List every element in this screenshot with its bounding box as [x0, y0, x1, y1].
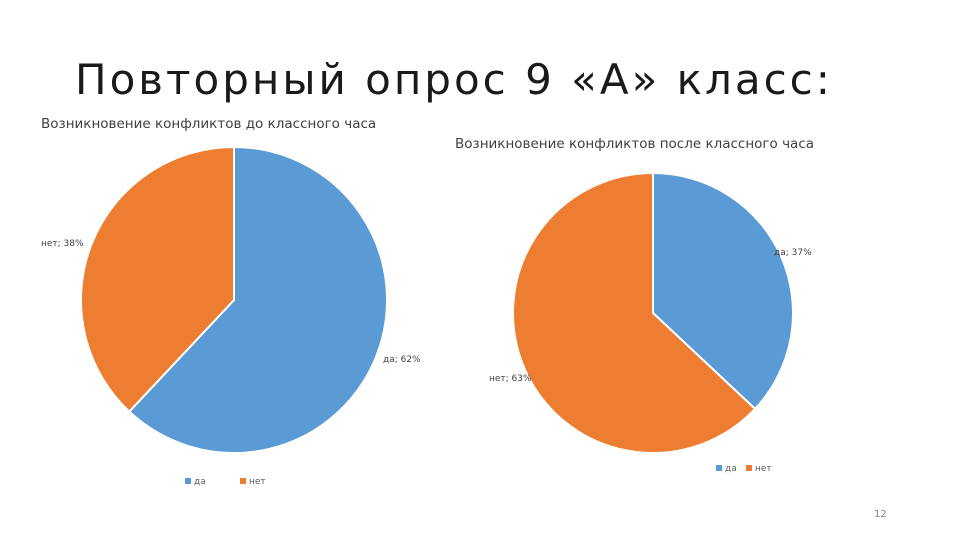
chart-1-data-label-da: да; 62% [383, 355, 421, 365]
chart-2-legend-swatch-net [746, 465, 752, 471]
chart-1-data-label-net: нет; 38% [41, 239, 84, 249]
chart-1-legend-label-net: нет [249, 477, 266, 487]
chart-2-title: Возникновение конфликтов после классного… [455, 136, 815, 152]
page-number: 12 [874, 509, 887, 520]
slide-title: Повторный опрос 9 «А» класс: [75, 55, 833, 104]
chart-1-legend-label-da: да [194, 477, 206, 487]
chart-2-legend-label-da: да [725, 464, 737, 474]
chart-1-slice-net [80, 145, 235, 413]
chart-2-data-label-net: нет; 63% [489, 374, 532, 384]
chart-2-legend-label-net: нет [755, 464, 772, 474]
chart-2-slice-net [512, 171, 757, 454]
chart-1-legend-swatch-net [240, 478, 246, 484]
chart-1-title: Возникновение конфликтов до классного ча… [41, 116, 377, 132]
chart-1-legend-swatch-da [185, 478, 191, 484]
chart-2-data-label-da: да; 37% [774, 248, 812, 258]
chart-2-slice-da [652, 171, 795, 411]
chart-2-legend-swatch-da [716, 465, 722, 471]
chart-1-slice-da [127, 145, 388, 454]
